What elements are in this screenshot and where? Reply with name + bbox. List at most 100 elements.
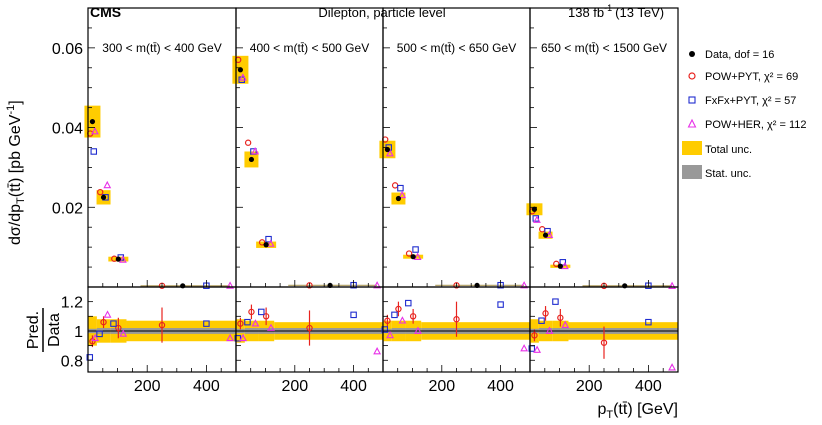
- ratio-pow-her-marker: [533, 345, 542, 353]
- panel-mass-label: 300 < m(tt̄) < 400 GeV: [102, 41, 221, 55]
- x-axis-label: pT(tt̄) [GeV]: [597, 401, 678, 421]
- panels: 300 < m(tt̄) < 400 GeV 400 < m(tt̄) < 500…: [84, 7, 679, 373]
- legend-pow-her-marker: [687, 118, 697, 128]
- top-y-tick-label: 0.06: [52, 41, 83, 58]
- bottom-y-tick-label: 1.2: [61, 295, 83, 312]
- ratio-pow-pyt-marker: [115, 324, 122, 332]
- panel-mass-label: 500 < m(tt̄) < 650 GeV: [397, 41, 516, 55]
- top-ylabel-sub: T: [15, 197, 27, 204]
- legend-label: Total unc.: [705, 144, 752, 156]
- channel-label: Dilepton, particle level: [318, 5, 445, 20]
- data-point: [542, 232, 549, 238]
- panel-1: 300 < m(tt̄) < 400 GeV: [84, 7, 237, 373]
- ratio-ylabel: Pred. Data: [25, 308, 63, 352]
- x-tick-label: 200: [134, 378, 161, 395]
- data-point: [237, 67, 244, 73]
- ratio-pow-pyt-marker: [384, 317, 391, 324]
- legend-stat-unc-swatch: [682, 165, 702, 179]
- pow-pyt-marker: [244, 139, 252, 146]
- pow-pyt-marker: [97, 188, 104, 196]
- legend: Data, dof = 16 POW+PYT, χ² = 69 FxFx+PYT, …: [682, 49, 807, 180]
- ratio-pow-pyt-marker: [306, 324, 313, 332]
- ratio-pow-her-marker: [91, 333, 100, 342]
- experiment-label: CMS: [90, 4, 121, 20]
- ratio-pow-pyt-marker: [557, 314, 564, 321]
- fxfx-pyt-marker: [532, 215, 540, 222]
- pow-her-marker: [238, 73, 247, 81]
- ratio-pow-her-marker: [520, 344, 529, 352]
- ratio-pow-her-marker: [267, 323, 275, 331]
- x-tick-label: 200: [281, 378, 308, 395]
- ratio-pow-pyt-marker: [158, 321, 166, 329]
- data-point: [263, 242, 269, 248]
- pow-pyt-marker: [553, 260, 560, 268]
- data-point: [100, 194, 107, 200]
- x-tick-label: 400: [635, 378, 662, 395]
- ratio-pow-her-marker: [119, 329, 128, 337]
- ratio-pow-pyt-marker: [395, 305, 402, 313]
- ratio-ylabel-denominator: Data: [46, 313, 63, 347]
- ratio-pow-her-marker: [251, 319, 260, 327]
- top-y-tick-label: 0.02: [52, 200, 83, 217]
- legend-entry: Stat. unc.: [682, 165, 751, 180]
- ratio-pow-her-marker: [373, 347, 382, 355]
- legend-label: Stat. unc.: [705, 168, 751, 180]
- ratio-pow-her-marker: [545, 326, 554, 334]
- ratio-fxfx-pyt-marker: [234, 335, 242, 342]
- ratio-fxfx-pyt-marker: [381, 326, 389, 333]
- ratio-pow-pyt-marker: [248, 308, 255, 316]
- pow-pyt-marker: [391, 182, 399, 189]
- legend-fxfx-pyt-marker: [688, 96, 696, 104]
- panel-mass-label: 400 < m(tt̄) < 500 GeV: [250, 41, 369, 55]
- ratio-fxfx-pyt-marker: [552, 298, 559, 305]
- pow-her-marker: [266, 239, 275, 247]
- pow-her-marker: [668, 281, 676, 289]
- legend-entry: FxFx+PYT, χ² = 57: [688, 95, 796, 107]
- pow-pyt-marker: [306, 282, 313, 289]
- pow-pyt-marker: [405, 250, 413, 257]
- ratio-pow-her-marker: [668, 363, 676, 371]
- legend-entry: Data, dof = 16: [689, 49, 774, 61]
- x-tick-label: 200: [428, 378, 455, 395]
- data-point: [557, 263, 563, 269]
- ratio-pow-her-marker: [414, 326, 422, 334]
- legend-label: Data, dof = 16: [705, 49, 774, 61]
- pow-her-marker: [251, 147, 260, 155]
- pow-her-marker: [118, 255, 127, 263]
- ratio-fxfx-pyt-marker: [110, 320, 117, 327]
- ratio-fxfx-pyt-marker: [391, 311, 398, 319]
- legend-entry: Total unc.: [682, 141, 752, 156]
- energy-value: (13 TeV): [615, 5, 664, 20]
- top-y-axis: 0.02 0.04 0.06: [52, 41, 83, 217]
- fxfx-pyt-marker: [412, 246, 419, 253]
- fxfx-pyt-marker: [90, 148, 98, 155]
- ratio-fxfx-pyt-marker: [497, 301, 504, 308]
- x-axis-label-sub: T: [606, 409, 613, 421]
- top-ylabel: dσ/dpT(tt̄) [pb GeV-1]: [5, 100, 27, 245]
- fxfx-pyt-marker: [397, 184, 404, 192]
- ratio-fxfx-pyt-marker: [645, 318, 652, 326]
- ratio-fxfx-pyt-marker: [203, 320, 210, 327]
- ratio-pow-her-marker: [398, 316, 407, 324]
- ratio-pow-pyt-marker: [542, 310, 549, 317]
- pow-her-marker: [398, 190, 407, 199]
- fxfx-pyt-marker: [265, 235, 272, 243]
- ratio-fxfx-pyt-marker: [96, 330, 103, 338]
- ratio-pow-her-marker: [386, 330, 394, 339]
- ratio-pow-her-marker: [103, 310, 112, 318]
- legend-label: POW+PYT, χ² = 69: [705, 71, 798, 83]
- pow-her-marker: [520, 281, 529, 289]
- pow-pyt-marker: [453, 282, 460, 289]
- legend-label: FxFx+PYT, χ² = 57: [705, 95, 796, 107]
- data-point: [395, 195, 402, 202]
- legend-entry: POW+HER, χ² = 112: [687, 118, 807, 131]
- legend-pow-pyt-marker: [688, 72, 696, 80]
- top-ylabel-paren: (tt̄) [pb GeV: [7, 114, 24, 197]
- panel-2: 400 < m(tt̄) < 500 GeV: [232, 7, 384, 373]
- legend-label: POW+HER, χ² = 112: [705, 119, 807, 131]
- ratio-fxfx-pyt-marker: [405, 299, 412, 307]
- data-point: [622, 283, 628, 289]
- ratio-fxfx-pyt-marker: [258, 308, 265, 316]
- ratio-pow-her-marker: [239, 333, 247, 342]
